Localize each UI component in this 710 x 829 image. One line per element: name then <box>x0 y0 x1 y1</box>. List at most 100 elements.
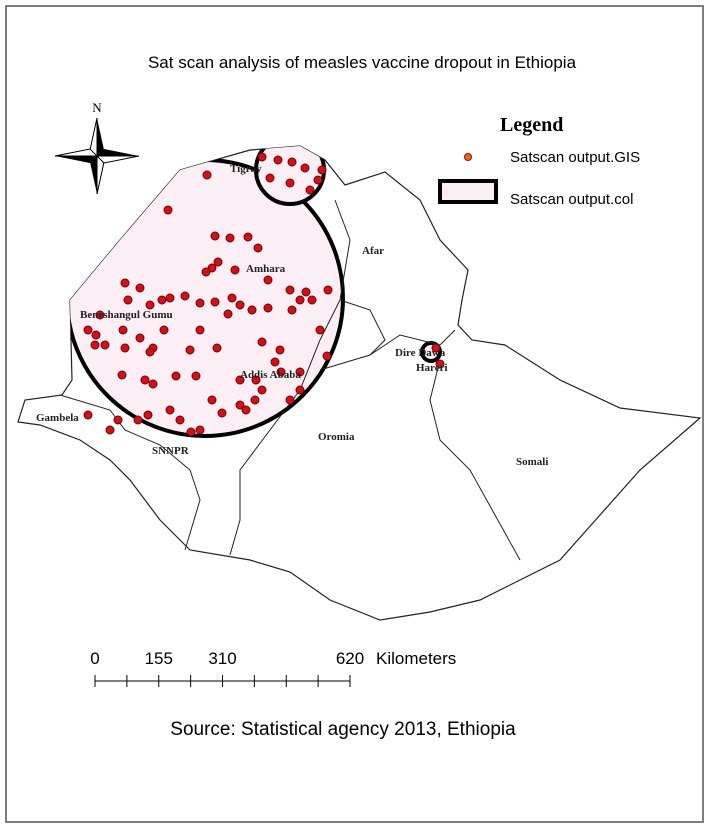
point <box>210 297 220 307</box>
source: Source: Statistical agency 2013, Ethiopi… <box>170 719 516 740</box>
scale-label: 0 <box>90 649 99 668</box>
title: Sat scan analysis of measles vaccine dro… <box>148 53 577 72</box>
point <box>217 408 227 418</box>
point <box>186 427 196 437</box>
region-label: Dire Dawa <box>395 347 446 359</box>
point <box>83 325 93 335</box>
legend-item: Satscan output.col <box>510 191 633 208</box>
point <box>300 163 310 173</box>
legend: Legend Satscan output.GIS Satscan output… <box>438 114 640 208</box>
point <box>105 425 115 435</box>
point <box>295 385 305 395</box>
point <box>257 337 267 347</box>
point <box>295 367 305 377</box>
point <box>235 400 245 410</box>
point <box>250 395 260 405</box>
point <box>159 325 169 335</box>
point <box>195 425 205 435</box>
point <box>276 367 286 377</box>
point <box>165 405 175 415</box>
point <box>212 343 222 353</box>
scale-label: 620 <box>336 649 364 668</box>
point <box>285 395 295 405</box>
point <box>185 345 195 355</box>
region-label: Hareri <box>416 362 448 374</box>
point <box>253 243 263 253</box>
point <box>315 325 325 335</box>
region-label: Addis Ababa <box>240 369 301 381</box>
north-arrow: N <box>54 100 140 195</box>
point <box>195 298 205 308</box>
region-label: Afar <box>362 245 384 257</box>
region-label: Somali <box>516 456 548 468</box>
point <box>202 170 212 180</box>
point <box>95 310 105 320</box>
point <box>295 295 305 305</box>
point <box>263 303 273 313</box>
point <box>323 285 333 295</box>
point <box>148 379 158 389</box>
point <box>225 233 235 243</box>
point <box>273 155 283 165</box>
scale-bar: 0 155 310 620 Kilometers <box>90 649 456 687</box>
point <box>305 185 315 195</box>
point <box>145 300 155 310</box>
point <box>235 300 245 310</box>
region-label: Amhara <box>246 263 286 275</box>
legend-item: Satscan output.GIS <box>510 149 640 166</box>
point <box>90 340 100 350</box>
point <box>431 343 441 353</box>
point <box>227 293 237 303</box>
point <box>165 293 175 303</box>
point <box>223 309 233 319</box>
point <box>301 287 311 297</box>
point <box>230 265 240 275</box>
point <box>435 359 445 369</box>
region-label: Beneshangul Gumu <box>80 309 173 321</box>
legend-dot <box>464 153 472 161</box>
point <box>100 340 110 350</box>
point <box>117 370 127 380</box>
point <box>195 325 205 335</box>
region-label: Gambela <box>36 412 79 424</box>
point <box>113 415 123 425</box>
point <box>120 278 130 288</box>
point <box>83 410 93 420</box>
point <box>247 305 257 315</box>
legend-title: Legend <box>500 114 563 136</box>
point <box>243 232 253 242</box>
point <box>317 165 327 175</box>
point <box>307 295 317 305</box>
point <box>210 231 220 241</box>
point <box>285 285 295 295</box>
point <box>171 371 181 381</box>
point <box>157 295 167 305</box>
point <box>145 347 155 357</box>
point <box>241 405 251 415</box>
point <box>213 257 223 267</box>
points <box>83 152 445 437</box>
legend-swatch <box>438 179 498 204</box>
point <box>120 343 130 353</box>
point <box>140 375 150 385</box>
point <box>180 291 190 301</box>
point <box>287 157 297 167</box>
point <box>123 295 133 305</box>
point <box>135 333 145 343</box>
scale-unit: Kilometers <box>376 649 456 668</box>
scale-label: 310 <box>208 649 236 668</box>
point <box>285 178 295 188</box>
region-labels: Tigray Afar Amhara Beneshangul Gumu Addi… <box>36 163 548 468</box>
region-label: Tigray <box>230 163 262 175</box>
point <box>163 205 173 215</box>
point <box>265 173 275 183</box>
point <box>251 375 261 385</box>
point <box>257 152 267 162</box>
region-label: SNNPR <box>152 445 190 457</box>
point <box>263 275 273 285</box>
scale-label: 155 <box>145 649 173 668</box>
north-label: N <box>92 100 102 115</box>
point <box>133 415 143 425</box>
point <box>201 267 211 277</box>
